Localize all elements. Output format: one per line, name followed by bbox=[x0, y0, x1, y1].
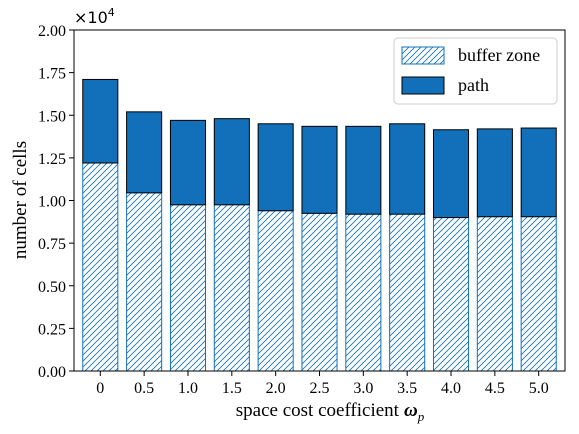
x-axis-label-symbol: ω bbox=[404, 400, 418, 421]
legend-swatch-buffer-zone bbox=[401, 46, 445, 65]
x-tick-label: 5.0 bbox=[529, 380, 549, 397]
y-multiplier-base: ×10 bbox=[74, 8, 108, 27]
x-tick-label: 0 bbox=[96, 380, 104, 397]
legend: buffer zone path bbox=[393, 37, 558, 105]
y-axis-ticks: 0.00 0.25 0.50 0.75 1.00 1.25 1.50 1.75 2.00 bbox=[38, 23, 74, 381]
x-axis-label: space cost coefficient ωp bbox=[236, 400, 425, 424]
bar-buffer-zone bbox=[169, 204, 207, 372]
y-tick-label: 2.00 bbox=[38, 23, 66, 40]
x-tick-label: 1.5 bbox=[222, 380, 242, 397]
y-tick-label: 1.25 bbox=[38, 151, 66, 168]
x-tick-label: 3.5 bbox=[397, 380, 417, 397]
x-tick-label: 2.0 bbox=[266, 380, 286, 397]
bar-buffer-zone bbox=[520, 216, 557, 372]
bar-buffer-zone bbox=[82, 162, 119, 372]
y-axis-label: number of cells bbox=[10, 141, 31, 259]
bar-path bbox=[126, 111, 163, 194]
bar-path bbox=[520, 127, 557, 218]
x-tick-label: 1.0 bbox=[178, 380, 198, 397]
x-tick-label: 3.0 bbox=[353, 380, 373, 397]
y-tick-label: 0.75 bbox=[38, 236, 66, 253]
legend-label-buffer-zone: buffer zone bbox=[458, 45, 540, 65]
bar-path bbox=[169, 119, 207, 206]
bar-path bbox=[476, 128, 513, 218]
bar-buffer-zone bbox=[389, 213, 426, 372]
y-tick-label: 1.50 bbox=[38, 108, 66, 125]
x-tick-label: 2.5 bbox=[310, 380, 330, 397]
y-tick-label: 1.00 bbox=[38, 194, 66, 211]
y-tick-label: 1.75 bbox=[38, 66, 66, 83]
bar-path bbox=[432, 129, 470, 219]
bar-buffer-zone bbox=[126, 192, 163, 372]
y-multiplier-exp: 4 bbox=[108, 6, 115, 19]
bar-buffer-zone bbox=[257, 210, 294, 372]
y-tick-label: 0.00 bbox=[38, 364, 66, 381]
bar-path bbox=[82, 78, 119, 164]
x-axis-label-subscript: p bbox=[417, 409, 425, 424]
x-axis-ticks: 0 0.5 1.0 1.5 2.0 2.5 3.0 3.5 4.0 4.5 5.0 bbox=[96, 371, 549, 397]
x-tick-label: 4.5 bbox=[485, 380, 505, 397]
bar-buffer-zone bbox=[432, 217, 470, 372]
y-axis-multiplier: ×104 bbox=[74, 6, 115, 27]
bars-layer bbox=[82, 78, 557, 372]
bar-buffer-zone bbox=[476, 216, 513, 372]
bar-buffer-zone bbox=[345, 213, 382, 372]
y-tick-label: 0.25 bbox=[38, 321, 66, 338]
legend-swatch-path bbox=[401, 76, 445, 95]
bar-path bbox=[345, 125, 382, 215]
legend-label-path: path bbox=[458, 75, 489, 95]
bar-path bbox=[301, 125, 338, 214]
bar-path bbox=[257, 123, 294, 212]
y-tick-label: 0.50 bbox=[38, 279, 66, 296]
x-tick-label: 0.5 bbox=[134, 380, 154, 397]
x-axis-label-text: space cost coefficient bbox=[236, 400, 400, 421]
bar-path bbox=[213, 118, 250, 206]
bar-buffer-zone bbox=[213, 204, 250, 372]
x-tick-label: 4.0 bbox=[441, 380, 461, 397]
bar-buffer-zone bbox=[301, 212, 338, 372]
bar-path bbox=[389, 123, 426, 215]
